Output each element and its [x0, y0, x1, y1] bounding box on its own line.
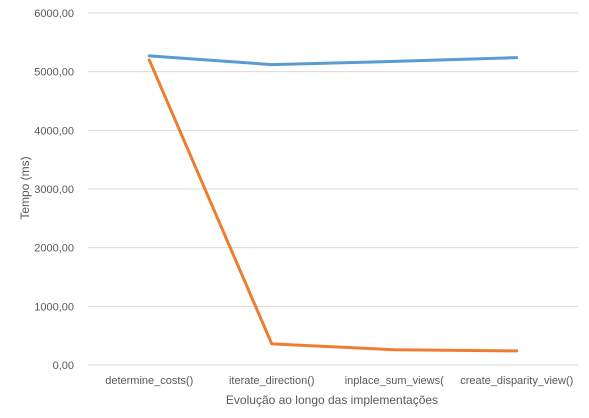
- x-axis-title: Evolução ao longo das implementações: [226, 393, 438, 407]
- y-tick-label: 6000,00: [34, 8, 74, 20]
- gridlines: [88, 12, 578, 366]
- series-line-2: [147, 58, 519, 353]
- y-tick-label: 5000,00: [34, 67, 74, 79]
- y-tick-label: 4000,00: [34, 125, 74, 137]
- y-tick-labels: 0,00 1000,00 2000,00 3000,00 4000,00 5000,00 6…: [34, 8, 74, 372]
- x-tick-label: iterate_direction(): [229, 375, 315, 387]
- y-tick-label: 3000,00: [34, 184, 74, 196]
- x-tick-label: determine_costs(): [105, 375, 193, 387]
- series-line-1: [147, 54, 519, 67]
- y-tick-label: 0,00: [53, 360, 74, 372]
- series-lines: [147, 54, 519, 353]
- y-tick-label: 1000,00: [34, 301, 74, 313]
- y-axis-title: Tempo (ms): [18, 156, 32, 219]
- x-tick-label: inplace_sum_views(: [345, 375, 444, 387]
- x-tick-labels: determine_costs() iterate_direction() inpl…: [105, 375, 573, 387]
- x-tick-label: create_disparity_view(): [460, 375, 573, 387]
- y-tick-label: 2000,00: [34, 243, 74, 255]
